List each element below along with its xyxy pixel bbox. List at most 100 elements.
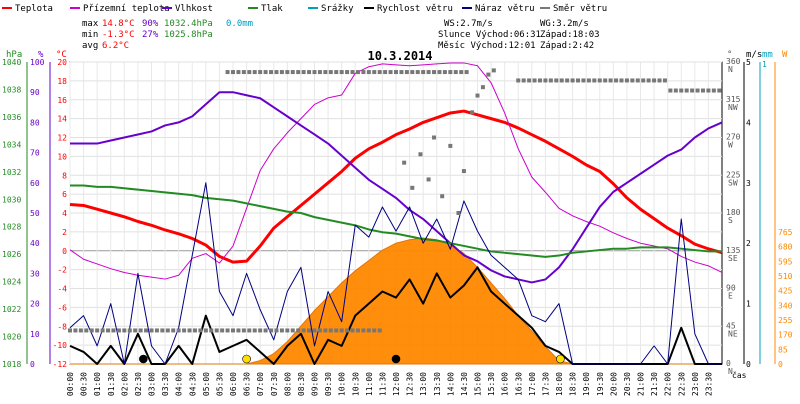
wind-direction-point bbox=[554, 78, 559, 83]
legend-label-temp: Teplota bbox=[15, 4, 53, 14]
wind-direction-point bbox=[328, 70, 333, 75]
axis-tick-x: 07:00 bbox=[256, 372, 265, 396]
series-line-press bbox=[70, 184, 722, 258]
axis-tick-x: 18:30 bbox=[569, 372, 578, 396]
wind-direction-point bbox=[361, 70, 366, 75]
wind-direction-point bbox=[608, 78, 613, 83]
axis-tick-dir: NW bbox=[728, 103, 738, 112]
wind-direction-point bbox=[203, 328, 208, 333]
wind-direction-point bbox=[220, 328, 225, 333]
axis-tick-hpa: 1028 bbox=[2, 223, 21, 232]
wind-direction-point bbox=[225, 70, 230, 75]
wind-direction-point bbox=[641, 78, 646, 83]
axis-tick-hpa: 1030 bbox=[2, 195, 21, 204]
wind-direction-point bbox=[339, 328, 344, 333]
axis-tick-x: 05:30 bbox=[215, 372, 224, 396]
axis-tick-w: 0 bbox=[778, 360, 783, 369]
axis-tick-temp: 12 bbox=[57, 134, 67, 143]
wind-direction-point bbox=[700, 88, 705, 93]
wind-direction-point bbox=[345, 328, 350, 333]
wind-direction-point bbox=[624, 78, 629, 83]
wind-direction-point bbox=[662, 78, 667, 83]
axis-tick-x: 16:30 bbox=[514, 372, 523, 396]
axis-tick-hpa: 1020 bbox=[2, 333, 21, 342]
axis-tick-w: 340 bbox=[778, 301, 793, 310]
legend-label-press: Tlak bbox=[261, 4, 283, 14]
wind-direction-point bbox=[383, 70, 388, 75]
wind-direction-point bbox=[586, 78, 591, 83]
axis-tick-x: 13:00 bbox=[419, 372, 428, 396]
axis-tick-x: 17:00 bbox=[528, 372, 537, 396]
axis-unit-hpa: hPa bbox=[6, 50, 22, 60]
axis-tick-x: 10:00 bbox=[338, 372, 347, 396]
axis-tick-ms: 4 bbox=[746, 118, 751, 127]
wind-direction-point bbox=[263, 70, 268, 75]
wind-direction-point bbox=[440, 194, 445, 199]
wind-direction-point bbox=[399, 70, 404, 75]
axis-tick-temp: -8 bbox=[57, 322, 67, 331]
wind-direction-point bbox=[258, 328, 263, 333]
wind-direction-point bbox=[323, 328, 328, 333]
axis-tick-deg: 315 bbox=[726, 95, 741, 104]
wind-direction-point bbox=[312, 70, 317, 75]
wind-direction-point bbox=[630, 78, 635, 83]
axis-tick-dir: N bbox=[728, 65, 733, 74]
axis-tick-dir: S bbox=[728, 216, 733, 225]
wind-direction-point bbox=[317, 328, 322, 333]
axis-tick-hpa: 1034 bbox=[2, 140, 21, 149]
axis-tick-ms: 3 bbox=[746, 179, 751, 188]
wind-direction-point bbox=[138, 328, 143, 333]
axis-tick-temp: 20 bbox=[57, 58, 67, 67]
wind-direction-point bbox=[149, 328, 154, 333]
axis-tick-x: 14:00 bbox=[446, 372, 455, 396]
wind-direction-point bbox=[334, 328, 339, 333]
axis-tick-x: 23:30 bbox=[704, 372, 713, 396]
axis-tick-x: 03:30 bbox=[161, 372, 170, 396]
wind-direction-point bbox=[154, 328, 159, 333]
axis-unit-deg: ° bbox=[727, 50, 732, 60]
wind-direction-point bbox=[296, 328, 301, 333]
series-line-gust bbox=[69, 182, 722, 365]
wind-direction-point bbox=[537, 78, 542, 83]
wind-direction-point bbox=[160, 328, 165, 333]
wind-direction-point bbox=[171, 328, 176, 333]
stats-max-label: max bbox=[82, 19, 99, 29]
legend-label-hum: Vlhkost bbox=[175, 4, 213, 14]
axis-tick-x: 09:00 bbox=[311, 372, 320, 396]
wind-direction-point bbox=[252, 70, 257, 75]
wind-direction-point bbox=[328, 328, 333, 333]
axis-tick-temp: 8 bbox=[62, 171, 67, 180]
wind-direction-point bbox=[236, 70, 241, 75]
axis-tick-hpa: 1036 bbox=[2, 113, 21, 122]
axis-tick-x: 04:00 bbox=[175, 372, 184, 396]
wind-direction-point bbox=[269, 70, 274, 75]
legend-label-dir: Směr větru bbox=[553, 4, 607, 14]
axis-tick-x: 16:00 bbox=[501, 372, 510, 396]
wind-direction-point bbox=[415, 70, 420, 75]
wind-direction-point bbox=[209, 328, 214, 333]
axis-tick-pct: 80 bbox=[30, 118, 40, 127]
wind-direction-point bbox=[410, 70, 415, 75]
wind-direction-point bbox=[350, 328, 355, 333]
wind-direction-point bbox=[603, 78, 608, 83]
axis-tick-ms: 1 bbox=[746, 300, 751, 309]
wind-direction-point bbox=[527, 78, 532, 83]
series-line-dew bbox=[69, 62, 723, 280]
axis-tick-x: 01:00 bbox=[93, 372, 102, 396]
axis-tick-deg: 225 bbox=[726, 170, 741, 179]
wind-direction-point bbox=[372, 328, 377, 333]
axis-tick-w: 255 bbox=[778, 316, 793, 325]
wind-direction-point bbox=[334, 70, 339, 75]
info-sunset: Západ:18:03 bbox=[540, 30, 600, 40]
axis-tick-x: 09:30 bbox=[324, 372, 333, 396]
stats-min-label: min bbox=[82, 30, 98, 40]
wind-direction-point bbox=[339, 70, 344, 75]
wind-direction-point bbox=[290, 328, 295, 333]
axis-tick-deg: 90 bbox=[726, 284, 736, 293]
wind-direction-point bbox=[459, 70, 464, 75]
wind-direction-point bbox=[372, 70, 377, 75]
legend-label-rain: Srážky bbox=[321, 4, 354, 14]
axis-tick-w: 85 bbox=[778, 345, 788, 354]
wind-direction-point bbox=[317, 70, 322, 75]
